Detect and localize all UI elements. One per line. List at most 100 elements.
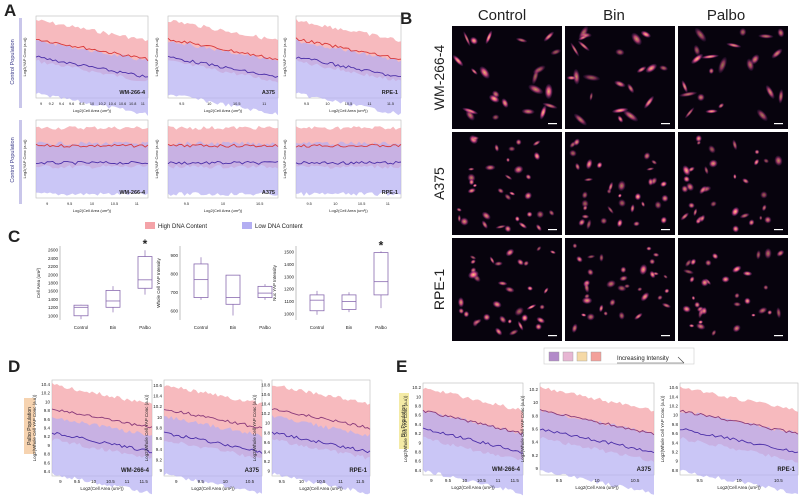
x-axis-label: Log2(Cell Area (um²)) [451,485,495,490]
cell [634,193,642,201]
cell [577,40,590,52]
x-axis-label: Log2(Cell Area (um²)) [329,108,368,113]
y-tick-label: 9.6 [44,417,51,422]
cell [688,324,695,328]
y-tick-label: 9.8 [415,404,422,409]
cell-line-label: RPE-1 [382,190,398,196]
x-tick-label: 10 [207,102,211,106]
x-tick-label: 10 [90,202,94,206]
y-tick-label: 9.6 [156,436,163,441]
cell [457,214,461,223]
cell [659,65,668,71]
cell [763,158,769,164]
cell-line-label: WM-266-4 [119,190,146,196]
cell [685,259,692,267]
plot-d-a375: 9 9.5 10 10.5 10.6 10.4 10.2 10 9.8 9.6 9.4 9.2 9 A37… [144,379,263,494]
cell [494,144,499,152]
cell [695,135,702,143]
cell [452,55,464,67]
x-tick-label: 9.5 [556,478,563,483]
x-axis-label: Log2(Cell Area (um²)) [717,485,761,490]
cell [734,292,740,299]
cell [643,152,651,160]
y-tick-label: 1300 [284,274,295,279]
micrograph-background [678,26,788,129]
cell [620,266,627,273]
x-tick-label: 11 [125,479,130,484]
cell [631,32,642,46]
x-tick-label: 9.5 [445,478,452,483]
x-axis-label: Log2(Cell Area (um²)) [329,208,368,213]
low-dna-mean-line [539,428,655,454]
y-tick-label: 2600 [48,248,59,253]
cell [607,206,614,214]
y-tick-label: 1000 [48,313,59,318]
cell [623,110,639,122]
cell [681,185,689,193]
x-tick-label: 9.2 [49,102,54,106]
cell [646,167,655,171]
x-tick-label: Bin [230,325,237,330]
intensity-swatch [562,351,574,362]
plot-a-bottom-a375: 9.5 10 10.5 A375 Log2(YAP Conc (a.u)) Log2(Ce… [154,119,279,213]
x-tick-label: 10.8 [129,102,136,106]
cell [581,214,590,219]
x-tick-label: 11.5 [356,479,365,484]
y-tick-label: 1600 [48,289,59,294]
cell [584,282,590,293]
low-dna-mean-line [167,160,279,165]
cell [712,253,719,260]
cell [536,246,542,252]
cell [509,329,519,336]
y-tick-label: 8.4 [44,469,51,474]
cell [753,158,760,166]
cell [657,295,663,301]
cell [721,276,730,283]
micrograph-tile [452,26,562,129]
cell-line-label: A375 [262,90,275,96]
cell [587,254,596,259]
cell [467,173,476,182]
cell [457,297,465,308]
x-axis-label: Log2(Cell Area (um²)) [575,485,619,490]
y-tick-label: 9.2 [44,434,51,439]
y-axis-label: Log2(YAP Conc (a.u)) [282,37,287,77]
x-tick-label: 9.5 [179,102,184,106]
cell [494,261,503,267]
x-tick-label: 10.5 [774,478,783,483]
y-tick-label: 8.6 [44,460,51,465]
cell [582,205,588,211]
cell [492,90,500,98]
cell [699,185,707,195]
cell [693,44,701,56]
cell [756,250,761,260]
y-tick-label: 10.6 [669,385,678,390]
cell [648,178,654,186]
y-tick-label: 10 [265,421,271,426]
cell [646,246,652,251]
legend-label-high: High DNA Content [158,224,207,230]
scale-bar [661,123,670,125]
panel-label-b: B [400,9,412,28]
cell [756,109,768,122]
y-tick-label: 10.2 [41,391,50,396]
y-axis-label: Log2(Whole Cell YAP Conc (a.u)) [403,395,408,462]
cell [473,318,482,325]
x-tick-label: 9.5 [67,202,72,206]
low-dna-band [423,410,523,496]
cell [697,93,705,102]
cell [708,159,718,168]
x-axis-label: Log2(Cell Area (um²)) [204,108,243,113]
cell [481,220,488,229]
x-tick-label: 10.5 [477,478,486,483]
x-tick-label: 9 [430,478,433,483]
plot-d-wm-266-4: 9 9.5 10 10.5 11 11.5 10.4 10.2 10 9.8 9.6 9.4 9.2 9 8… [32,379,153,495]
cell [528,84,544,95]
cell [504,225,512,233]
cell [731,207,740,217]
x-tick-label: 9 [59,479,62,484]
box [373,252,389,296]
y-tick-label: 9.2 [264,459,271,464]
cell [549,250,556,255]
cell [575,162,580,171]
